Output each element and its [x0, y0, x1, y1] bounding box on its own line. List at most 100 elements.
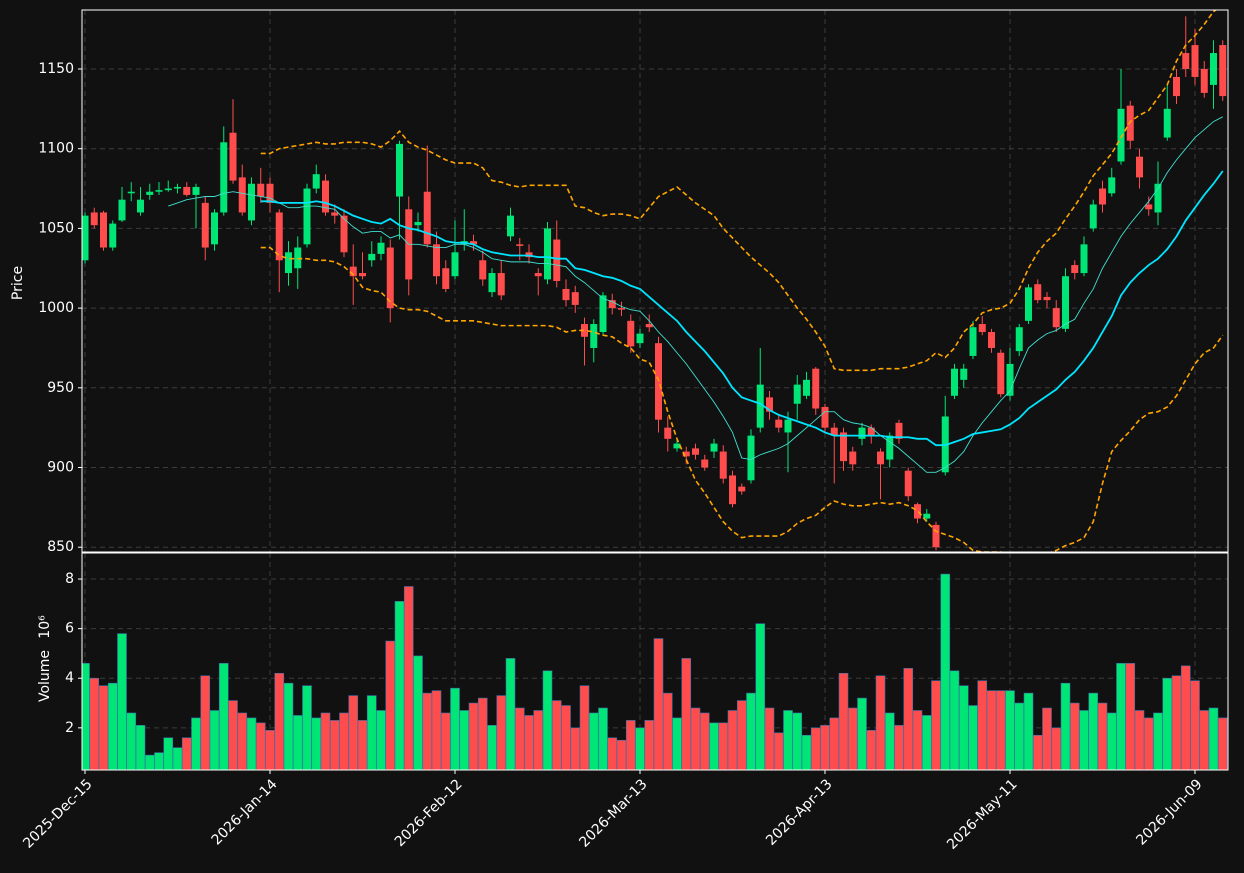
volume-bar: [292, 715, 303, 770]
volume-bar: [450, 687, 460, 770]
candle-body: [997, 352, 1005, 395]
volume-bar: [931, 680, 941, 770]
candle-body: [1191, 45, 1199, 77]
candle-body: [960, 368, 968, 380]
candle-body: [923, 513, 931, 519]
candle-body: [1071, 265, 1079, 274]
candle-body: [488, 273, 496, 293]
candle-body: [285, 252, 292, 274]
candle-body: [90, 212, 98, 226]
candle-body: [1182, 53, 1190, 69]
volume-bar: [653, 638, 664, 770]
y-tick-label: 1150: [38, 61, 74, 77]
candle-body: [174, 186, 181, 189]
volume-bar: [1060, 682, 1071, 770]
candle-body: [516, 244, 524, 246]
candle-body: [655, 343, 662, 420]
y-tick-label: 4: [65, 670, 74, 686]
candle-body: [812, 368, 820, 409]
candle-body: [1034, 284, 1042, 301]
volume-bar: [986, 690, 997, 770]
volume-bar: [274, 672, 285, 770]
volume-bar: [172, 747, 183, 770]
volume-bar: [357, 720, 368, 770]
volume-bar: [857, 697, 867, 770]
volume-bar: [477, 697, 488, 770]
indicator-line: [260, 10, 1218, 372]
volume-bar: [107, 682, 118, 770]
candle-body: [1117, 108, 1125, 162]
volume-bar: [727, 710, 738, 770]
volume-bar: [801, 734, 812, 770]
y-tick-label: 1100: [38, 141, 74, 157]
volume-bar: [533, 710, 544, 770]
volume-bar: [422, 692, 433, 770]
candle-body: [146, 191, 154, 195]
candle-body: [322, 180, 329, 213]
candle-body: [830, 427, 838, 436]
volume-bar: [625, 720, 636, 770]
volume-bar: [1199, 710, 1210, 770]
candle-body: [534, 273, 542, 277]
volume-bar: [995, 690, 1006, 770]
candle-body: [229, 132, 237, 181]
volume-bar: [1190, 680, 1200, 770]
volume-bar: [339, 712, 349, 770]
candle-body: [904, 470, 912, 497]
candle-body: [257, 183, 265, 197]
volume-bar: [561, 705, 571, 770]
candle-body: [840, 432, 847, 462]
candle-body: [682, 451, 690, 457]
candle-body: [201, 202, 209, 248]
candle-body: [1025, 287, 1032, 321]
candle-body: [775, 419, 783, 428]
volume-bar: [884, 712, 895, 770]
candle-body: [599, 295, 607, 333]
candle-body: [636, 333, 644, 344]
volume-bar: [1217, 717, 1228, 770]
volume-bar: [940, 573, 951, 770]
volume-bar: [718, 722, 729, 770]
candle-body: [470, 241, 477, 245]
volume-bar: [644, 720, 655, 770]
volume-bar: [598, 707, 608, 770]
volume-bar: [579, 685, 590, 770]
candle-body: [821, 406, 829, 428]
volume-bar: [320, 712, 331, 770]
candle-body: [571, 292, 579, 305]
candle-body: [164, 188, 172, 191]
candle-body: [312, 174, 320, 189]
candle-body: [914, 504, 921, 519]
candle-body: [1006, 363, 1014, 396]
volume-bar: [403, 586, 414, 770]
volume-bar: [551, 700, 562, 770]
candle-body: [82, 215, 89, 261]
volume-bar: [440, 712, 451, 770]
volume-bar: [736, 700, 747, 770]
candle-body: [1108, 177, 1116, 194]
volume-bar: [181, 737, 192, 770]
candle-body: [442, 268, 450, 289]
volume-bar: [1208, 707, 1219, 770]
volume-bar: [949, 670, 960, 770]
volume-bar: [1134, 710, 1145, 770]
volume-bar: [302, 685, 312, 770]
volume-bar: [1069, 702, 1080, 770]
candle-body: [581, 324, 588, 337]
candle-body: [1200, 68, 1208, 93]
candle-body: [1043, 296, 1051, 301]
candle-body: [1210, 53, 1217, 85]
volume-bar: [672, 717, 682, 770]
volume-bar: [1014, 702, 1025, 770]
candle-body: [766, 397, 773, 412]
volume-bar: [820, 725, 830, 770]
volume-bar: [635, 727, 645, 770]
volume-bar: [366, 695, 377, 770]
volume-bar: [894, 725, 904, 770]
volume-bar: [246, 717, 257, 770]
candle-body: [738, 486, 746, 492]
volume-bar: [376, 710, 386, 770]
candle-body: [1089, 204, 1097, 229]
candle-body: [248, 183, 255, 221]
